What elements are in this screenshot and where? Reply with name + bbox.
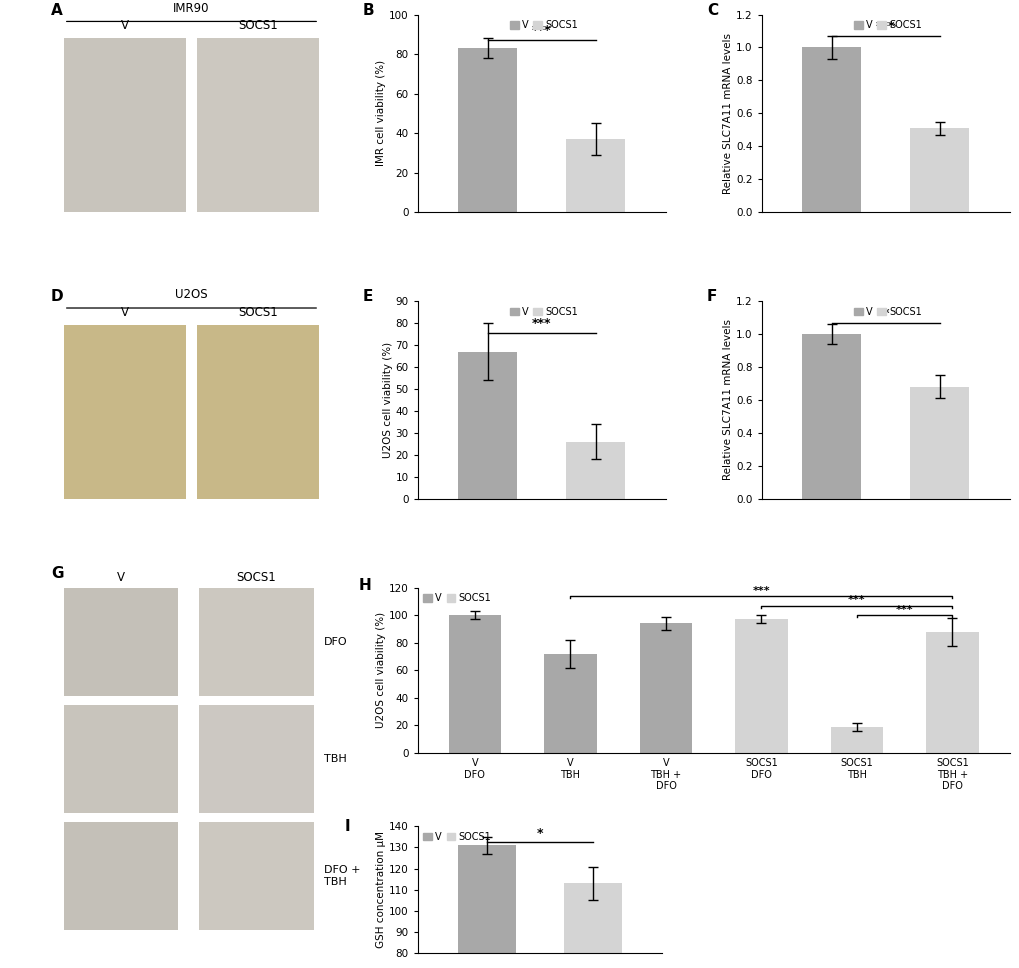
Bar [199,822,314,929]
Bar [735,620,787,753]
Bar [197,325,319,499]
Text: SOCS1: SOCS1 [237,306,277,318]
Text: V: V [121,19,129,32]
Text: DFO +
TBH: DFO + TBH [324,865,361,887]
Bar [199,588,314,696]
Bar [829,727,882,753]
Text: IMR90: IMR90 [173,2,210,15]
Text: F: F [706,289,716,304]
Bar [197,39,319,212]
Bar [909,128,968,212]
Legend: V, SOCS1: V, SOCS1 [853,19,922,31]
Bar [64,705,178,812]
Legend: V, SOCS1: V, SOCS1 [422,592,491,604]
Text: B: B [363,3,374,17]
Text: C: C [706,3,717,17]
Y-axis label: IMR cell viability (%): IMR cell viability (%) [376,60,386,166]
Text: ***: *** [532,317,551,330]
Text: V: V [117,571,125,584]
Text: E: E [363,289,373,304]
Legend: V, SOCS1: V, SOCS1 [508,306,579,318]
Bar [458,48,517,212]
Text: D: D [51,289,63,304]
Bar [801,334,861,499]
Legend: V, SOCS1: V, SOCS1 [853,306,922,318]
Bar [566,441,625,499]
Bar [448,616,500,753]
Text: *: * [881,307,889,319]
Y-axis label: U2OS cell viability (%): U2OS cell viability (%) [382,342,392,458]
Text: I: I [343,819,350,833]
Bar [909,387,968,499]
Legend: V, SOCS1: V, SOCS1 [422,832,491,843]
Bar [64,822,178,929]
Legend: V, SOCS1: V, SOCS1 [508,19,579,31]
Bar [64,325,186,499]
Y-axis label: Relative SLC7A11 mRNA levels: Relative SLC7A11 mRNA levels [722,319,733,480]
Y-axis label: U2OS cell viability (%): U2OS cell viability (%) [376,613,386,729]
Bar [64,39,186,212]
Bar [639,623,692,753]
Text: H: H [358,578,371,592]
Text: U2OS: U2OS [175,288,208,301]
Bar [925,632,978,753]
Bar [544,653,596,753]
Bar [458,351,517,499]
Text: ***: *** [532,24,551,37]
Text: ***: *** [752,586,769,595]
Bar [64,588,178,696]
Text: ***: *** [848,595,865,605]
Bar [566,139,625,212]
Text: ***: *** [895,605,913,615]
Text: SOCS1: SOCS1 [236,571,276,584]
Bar [199,705,314,812]
Bar [801,47,861,212]
Text: V: V [121,306,129,318]
Y-axis label: GSH concentration μM: GSH concentration μM [376,832,386,949]
Text: DFO: DFO [324,637,347,647]
Text: TBH: TBH [324,754,346,764]
Y-axis label: Relative SLC7A11 mRNA levels: Relative SLC7A11 mRNA levels [722,33,733,194]
Text: ***: *** [875,20,895,33]
Text: G: G [51,565,63,581]
Text: *: * [536,827,543,839]
Bar [458,845,516,968]
Text: A: A [51,3,62,17]
Bar [564,884,622,968]
Text: SOCS1: SOCS1 [237,19,277,32]
